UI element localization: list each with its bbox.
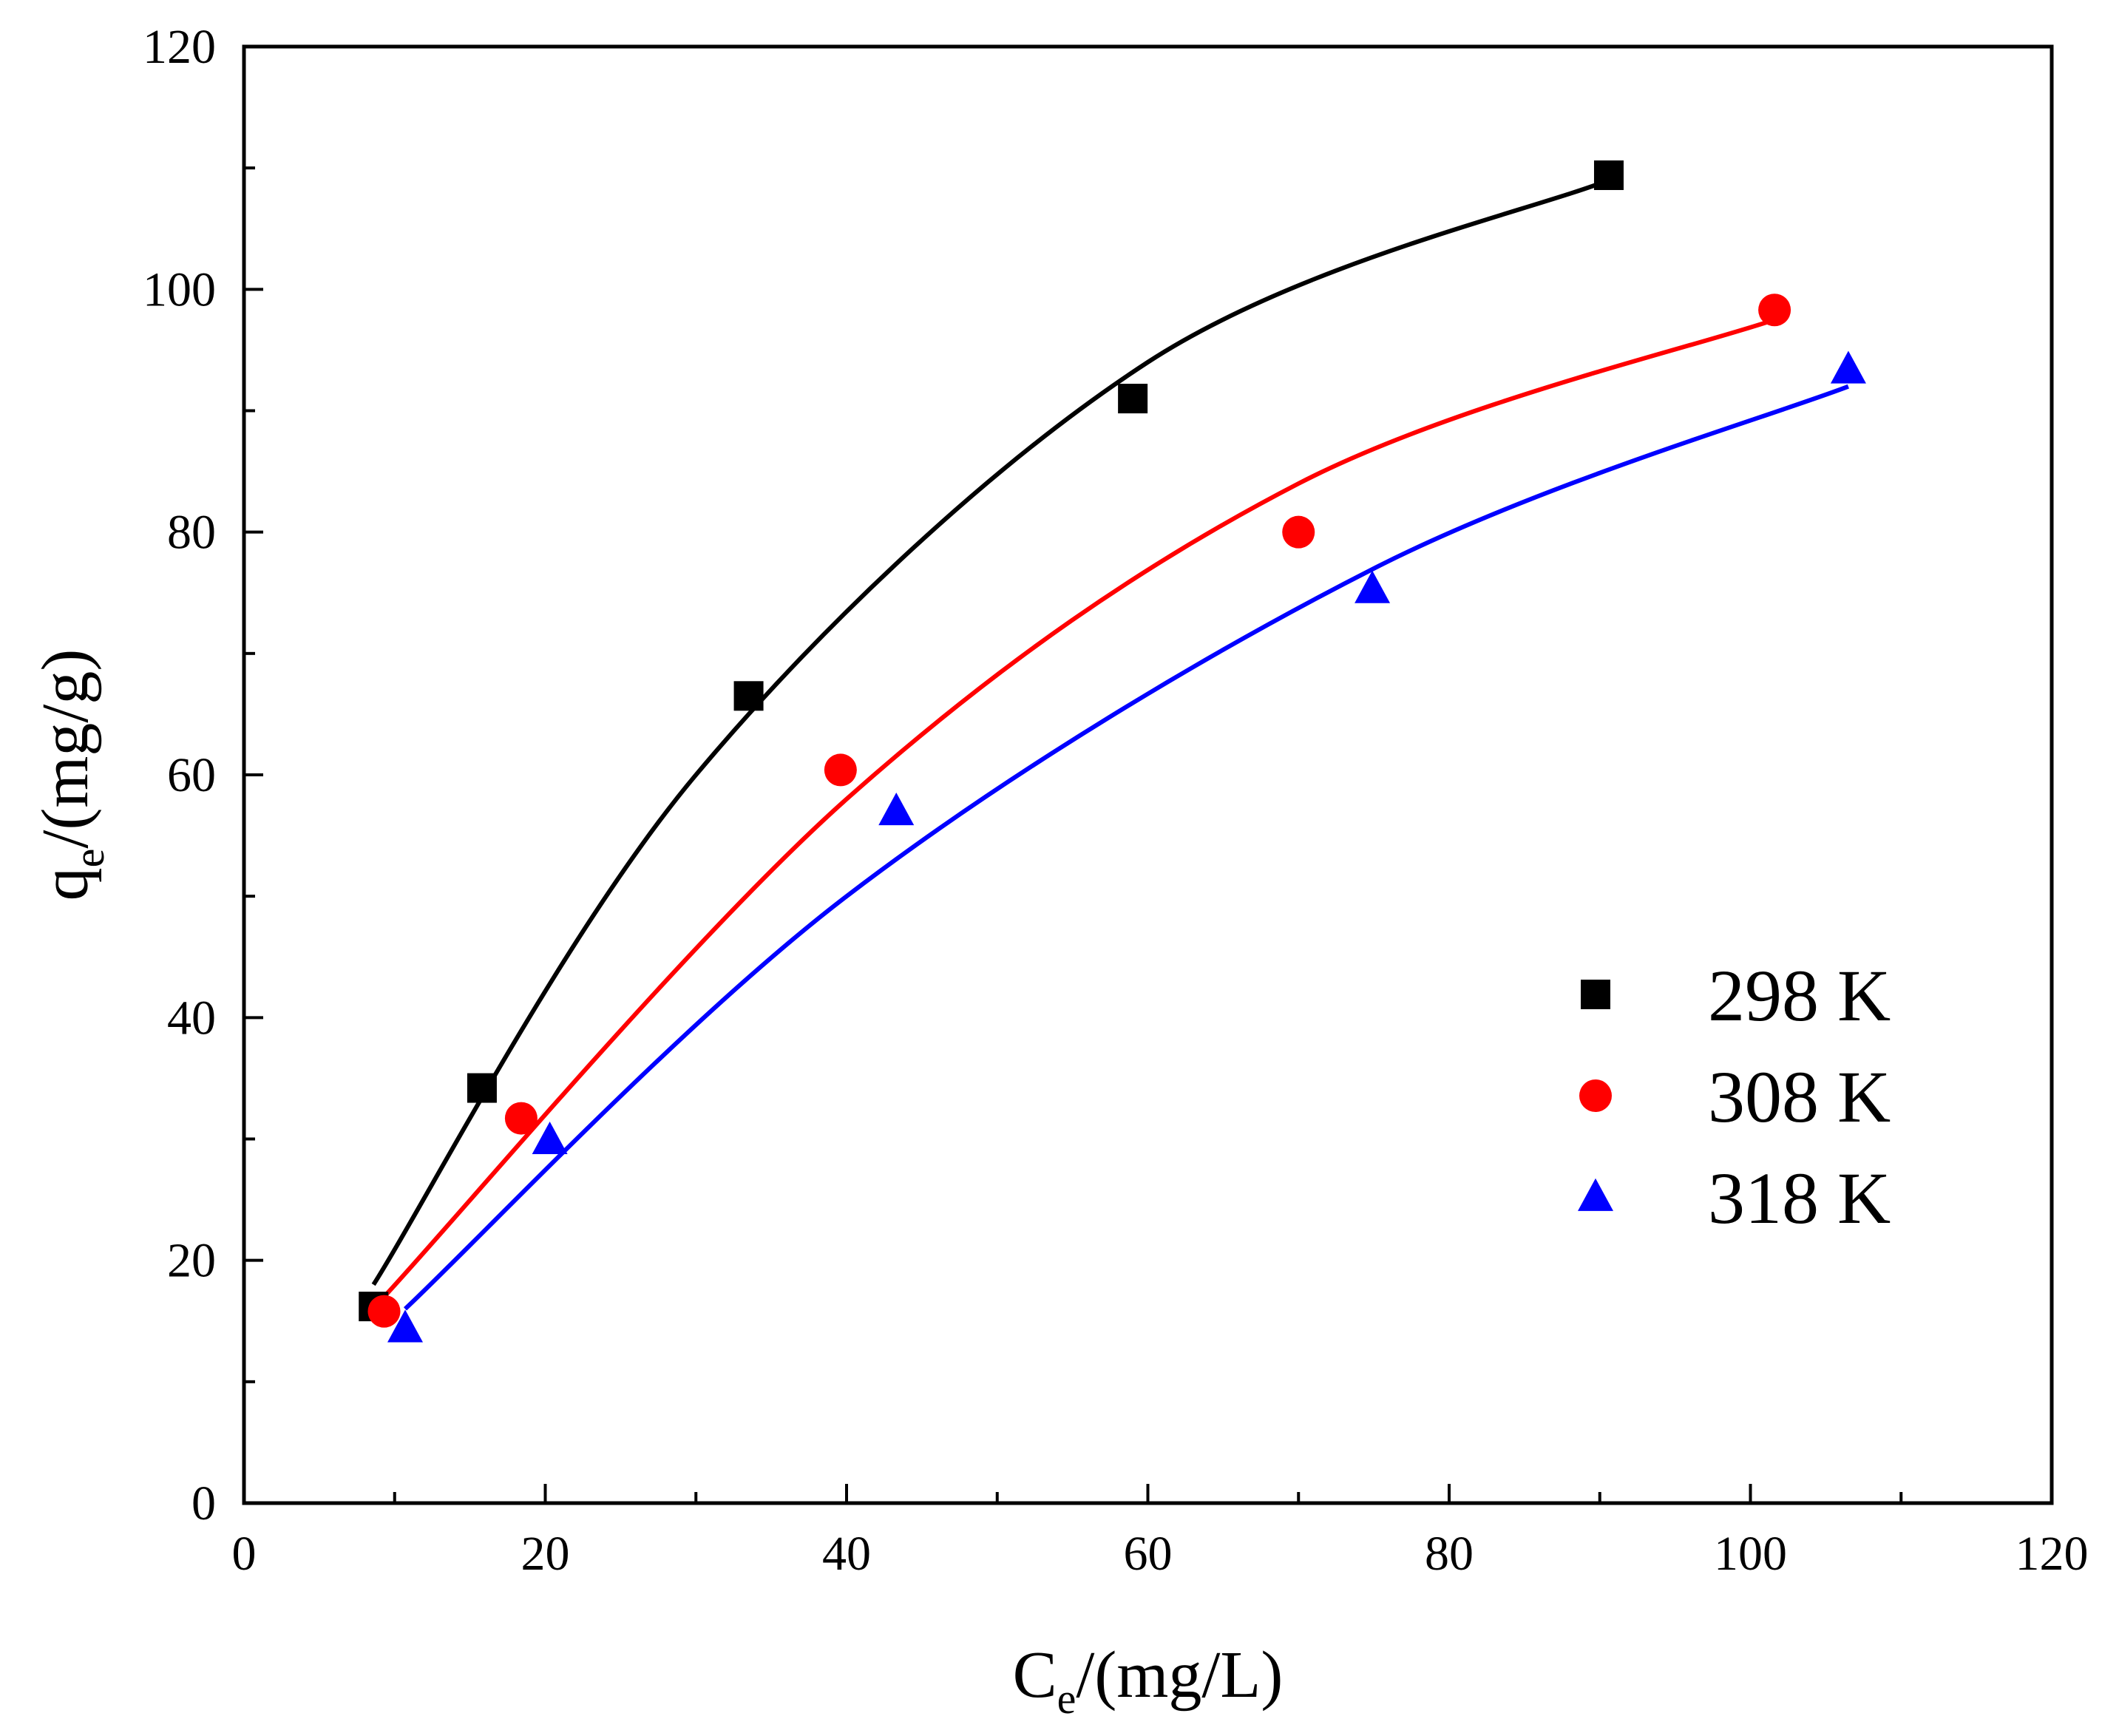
data-point-298-k: [733, 681, 764, 711]
data-point-318-k: [878, 793, 915, 826]
y-axis-title-main: q: [29, 867, 102, 901]
legend-label-298-k: 298 K: [1708, 955, 1891, 1037]
x-tick-label: 0: [232, 1527, 257, 1581]
x-axis-title: Ce/(mg/L): [1013, 1638, 1284, 1723]
y-tick-label: 20: [167, 1234, 216, 1288]
y-axis-title-subscript: e: [65, 849, 113, 868]
x-tick-label: 20: [521, 1527, 570, 1581]
x-tick-label: 60: [1124, 1527, 1173, 1581]
fit-curves: [371, 177, 1849, 1311]
data-point-308-k: [1282, 515, 1315, 549]
data-point-298-k: [1593, 160, 1624, 191]
data-point-318-k: [1830, 350, 1866, 384]
legend-marker-308-k: [1579, 1079, 1612, 1112]
data-point-318-k: [387, 1309, 424, 1343]
x-tick-label: 40: [822, 1527, 871, 1581]
legend: 298 K 308 K 318 K: [1578, 955, 1891, 1239]
legend-label-318-k: 318 K: [1708, 1157, 1891, 1239]
x-axis-title-rest: /(mg/L): [1076, 1638, 1283, 1712]
data-point-308-k: [504, 1102, 538, 1135]
x-tick-label: 120: [2015, 1527, 2089, 1581]
y-tick-label: 120: [143, 20, 216, 74]
data-point-308-k: [824, 753, 857, 787]
y-axis-title-rest: /(mg/g): [29, 649, 102, 849]
data-point-308-k: [367, 1295, 401, 1328]
data-point-298-k: [467, 1073, 497, 1103]
y-axis-title: qe/(mg/g): [29, 649, 113, 901]
x-tick-label: 80: [1425, 1527, 1474, 1581]
y-tick-label: 40: [167, 991, 216, 1045]
y-tick-label: 60: [167, 748, 216, 802]
data-point-308-k: [1758, 294, 1791, 327]
data-point-298-k: [1118, 384, 1148, 414]
x-tick-label: 100: [1714, 1527, 1787, 1581]
y-tick-label: 0: [191, 1476, 216, 1530]
legend-label-308-k: 308 K: [1708, 1056, 1891, 1138]
fit-curve-298-k: [371, 177, 1610, 1286]
x-axis-title-subscript: e: [1057, 1675, 1077, 1723]
data-point-318-k: [1355, 570, 1391, 603]
legend-marker-318-k: [1578, 1178, 1613, 1211]
y-tick-label: 80: [167, 506, 216, 560]
data-point-318-k: [532, 1121, 568, 1155]
fit-curve-318-k: [403, 384, 1849, 1311]
x-axis-title-main: C: [1013, 1638, 1057, 1712]
data-points: [359, 160, 1866, 1343]
axes: 0 20 40 60 80 100 120 0 20 40 60 80 100 120: [143, 20, 2089, 1581]
axis-labels: Ce/(mg/L)qe/(mg/g): [29, 649, 1283, 1723]
fit-curve-308-k: [382, 317, 1776, 1298]
legend-marker-298-k: [1581, 980, 1610, 1009]
y-tick-label: 100: [143, 262, 216, 316]
